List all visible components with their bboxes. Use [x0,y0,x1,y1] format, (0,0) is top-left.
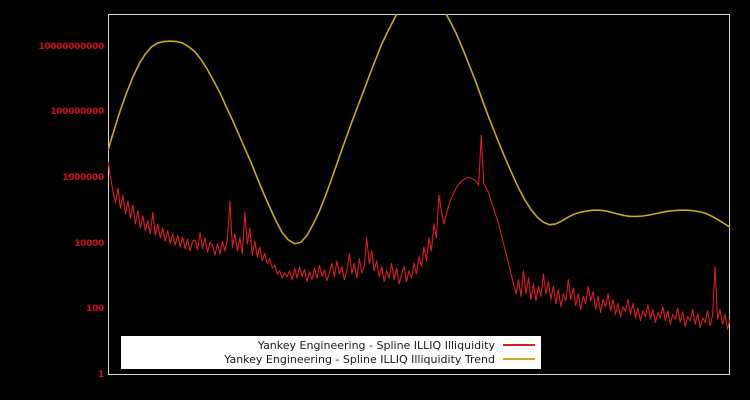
y-axis-tick-labels: 1 100 10000 1000000 100000000 10000000000 [0,0,104,400]
series-line-illiquidity-trend [108,14,730,245]
legend-label-illiquidity: Yankey Engineering - Spline ILLIQ Illiqu… [257,338,495,352]
plot-area [108,14,730,330]
legend-swatch-illiquidity-trend [503,358,535,360]
y-tick-label: 1 [98,370,104,380]
series-line-illiquidity [108,134,730,330]
y-tick-label: 10000000000 [38,41,104,52]
y-tick-label: 100 [86,304,104,315]
y-tick-label: 1000000 [62,173,104,184]
legend-entry-illiquidity[interactable]: Yankey Engineering - Spline ILLIQ Illiqu… [127,338,535,352]
y-tick-label: 10000 [74,238,104,249]
series-group [108,14,730,330]
legend-label-illiquidity-trend: Yankey Engineering - Spline ILLIQ Illiqu… [224,352,495,366]
y-tick-label: 100000000 [50,107,104,118]
legend-swatch-illiquidity [503,344,535,346]
legend-entry-illiquidity-trend[interactable]: Yankey Engineering - Spline ILLIQ Illiqu… [127,352,535,366]
chart-legend[interactable]: Yankey Engineering - Spline ILLIQ Illiqu… [121,336,541,369]
plot-frame [108,14,730,375]
